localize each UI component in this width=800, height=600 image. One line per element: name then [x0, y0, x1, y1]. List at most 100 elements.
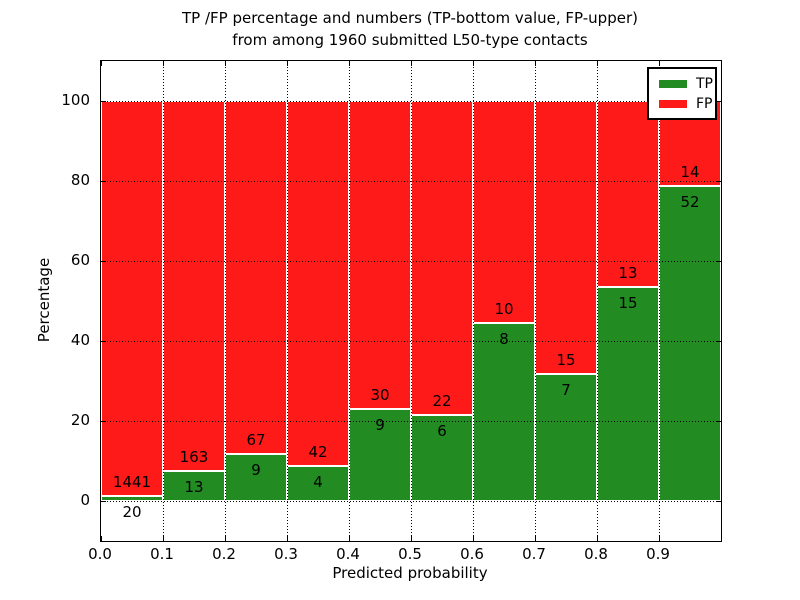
fp-count-label: 163 — [179, 448, 209, 467]
x-tick-label: 0.5 — [398, 545, 422, 563]
x-tick-label: 0.2 — [212, 545, 236, 563]
x-tick-label: 0.8 — [584, 545, 608, 563]
fp-count-label: 67 — [246, 430, 266, 449]
x-tick-top — [534, 61, 536, 66]
fp-count-label: 15 — [556, 350, 576, 369]
y-tick-right — [716, 500, 721, 502]
tp-count-label: 15 — [618, 293, 638, 312]
bar-segment-fp — [163, 101, 225, 472]
y-tick-label: 0 — [80, 491, 90, 509]
tp-count-label: 9 — [375, 415, 385, 434]
x-tick-bottom — [596, 536, 598, 541]
y-tick-right — [716, 100, 721, 102]
x-tick-bottom — [286, 536, 288, 541]
bar-segment-tp — [535, 373, 597, 501]
v-gridline — [348, 61, 350, 541]
bar-segment-tp — [411, 415, 473, 501]
plot-area: TP FP 1441 20 163 13 67 9 42 4 30 9 22 6 10 8 15 7 13 15 14… — [100, 60, 722, 542]
legend-swatch-fp — [659, 100, 687, 108]
fp-count-label: 22 — [432, 392, 452, 411]
legend-item-fp: FP — [659, 94, 715, 114]
tp-count-label: 9 — [251, 460, 261, 479]
y-tick-left — [101, 180, 106, 182]
tp-count-label: 8 — [499, 330, 509, 349]
x-tick-label: 0.9 — [646, 545, 670, 563]
tp-count-label: 7 — [561, 380, 571, 399]
x-tick-label: 0.6 — [460, 545, 484, 563]
y-tick-right — [716, 340, 721, 342]
v-gridline — [162, 61, 164, 541]
x-tick-top — [472, 61, 474, 66]
bar-segment-fp — [411, 101, 473, 416]
bar-segment-fp — [101, 101, 163, 496]
x-tick-label: 0.0 — [88, 545, 112, 563]
y-tick-left — [101, 500, 106, 502]
y-tick-left — [101, 340, 106, 342]
v-gridline — [224, 61, 226, 541]
v-gridline — [410, 61, 412, 541]
v-gridline — [472, 61, 474, 541]
legend: TP FP — [647, 67, 717, 120]
fp-count-label: 14 — [680, 162, 700, 181]
x-tick-top — [100, 61, 102, 66]
bar-segment-tp — [473, 323, 535, 501]
x-tick-top — [286, 61, 288, 66]
x-tick-label: 0.4 — [336, 545, 360, 563]
x-tick-top — [348, 61, 350, 66]
y-axis-label: Percentage — [35, 257, 53, 343]
y-tick-label: 40 — [70, 331, 90, 349]
fp-count-label: 42 — [308, 443, 328, 462]
x-tick-bottom — [100, 536, 102, 541]
legend-swatch-tp — [659, 80, 687, 88]
x-tick-top — [410, 61, 412, 66]
chart-title-line1: TP /FP percentage and numbers (TP-bottom… — [182, 9, 638, 27]
tp-count-label: 4 — [313, 473, 323, 492]
y-tick-left — [101, 260, 106, 262]
v-gridline — [596, 61, 598, 541]
bar-segment-fp — [225, 101, 287, 454]
x-axis-label: Predicted probability — [332, 564, 488, 582]
bar-segment-fp — [287, 101, 349, 467]
x-tick-bottom — [534, 536, 536, 541]
tp-count-label: 20 — [122, 502, 142, 521]
x-tick-bottom — [658, 536, 660, 541]
tp-count-label: 13 — [184, 478, 204, 497]
chart-title: TP /FP percentage and numbers (TP-bottom… — [100, 7, 720, 51]
bar-segment-tp — [659, 185, 721, 501]
fp-count-label: 13 — [618, 263, 638, 282]
y-tick-right — [716, 420, 721, 422]
y-tick-left — [101, 420, 106, 422]
x-tick-bottom — [472, 536, 474, 541]
v-gridline — [534, 61, 536, 541]
x-tick-top — [596, 61, 598, 66]
tp-count-label: 6 — [437, 422, 447, 441]
bar-segment-fp — [535, 101, 597, 374]
x-tick-label: 0.3 — [274, 545, 298, 563]
tp-count-label: 52 — [680, 192, 700, 211]
bar-segment-fp — [349, 101, 411, 409]
y-tick-right — [716, 180, 721, 182]
legend-item-label: TP — [696, 76, 713, 92]
x-tick-bottom — [162, 536, 164, 541]
legend-item-label: FP — [696, 96, 713, 112]
legend-item-tp: TP — [659, 74, 715, 94]
y-tick-label: 20 — [70, 411, 90, 429]
y-tick-left — [101, 100, 106, 102]
y-tick-label: 100 — [61, 91, 90, 109]
y-tick-right — [716, 260, 721, 262]
x-tick-top — [162, 61, 164, 66]
bar-segment-tp — [597, 286, 659, 501]
y-tick-label: 80 — [70, 171, 90, 189]
fp-count-label: 10 — [494, 300, 514, 319]
bar-segment-tp — [225, 453, 287, 501]
x-tick-label: 0.1 — [150, 545, 174, 563]
x-tick-bottom — [348, 536, 350, 541]
y-tick-label: 60 — [70, 251, 90, 269]
x-tick-top — [658, 61, 660, 66]
fp-count-label: 1441 — [112, 472, 152, 491]
x-tick-bottom — [410, 536, 412, 541]
chart-title-line2: from among 1960 submitted L50-type conta… — [232, 31, 588, 49]
v-gridline — [286, 61, 288, 541]
x-tick-top — [224, 61, 226, 66]
